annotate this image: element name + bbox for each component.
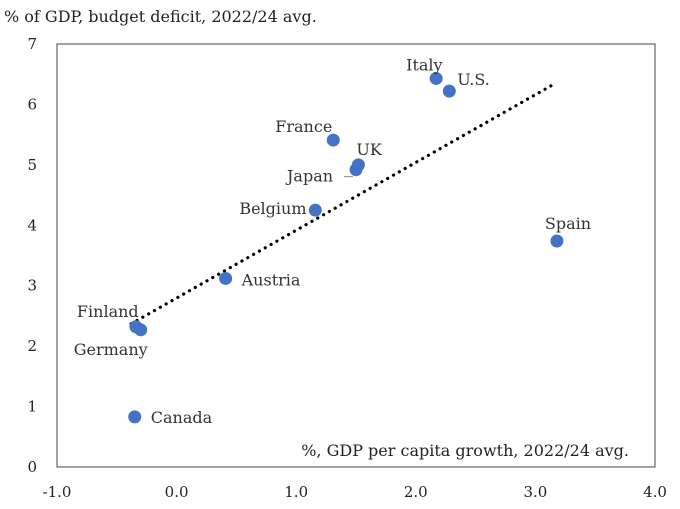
point-label: France: [275, 117, 332, 136]
point-label: Spain: [545, 214, 591, 233]
data-point-japan: [349, 163, 363, 177]
x-tick-label: -1.0: [43, 483, 72, 501]
x-axis-ticks: -1.0 0.0 1.0 2.0 3.0 4.0: [43, 483, 667, 501]
x-tick-label: 3.0: [523, 483, 547, 501]
trendline-path: [129, 82, 555, 326]
data-point-belgium: [308, 203, 322, 217]
point-label: Germany: [74, 340, 148, 359]
data-point-austria: [219, 271, 233, 285]
y-axis-ticks: 0 1 2 3 4 5 6 7: [27, 35, 37, 476]
data-point-spain: [550, 234, 564, 248]
y-tick-label: 2: [27, 337, 37, 355]
plot-frame: [56, 43, 656, 468]
y-tick-label: 5: [27, 156, 37, 174]
y-tick-label: 3: [27, 277, 37, 295]
data-points: [128, 71, 564, 424]
y-tick-label: 6: [27, 95, 37, 113]
point-label: UK: [356, 140, 382, 159]
x-tick-label: 0.0: [165, 483, 189, 501]
point-label: Belgium: [239, 199, 306, 218]
y-tick-label: 7: [27, 35, 37, 53]
data-point-italy: [429, 71, 443, 85]
point-label: U.S.: [457, 70, 490, 89]
point-label: Italy: [406, 55, 442, 74]
point-label: Finland: [77, 302, 139, 321]
point-label: Canada: [151, 408, 213, 427]
x-tick-label: 2.0: [404, 483, 428, 501]
data-point-canada: [128, 410, 142, 424]
data-point-france: [326, 133, 340, 147]
data-point-us: [442, 84, 456, 98]
x-axis-label: %, GDP per capita growth, 2022/24 avg.: [301, 441, 629, 460]
data-point-germany: [134, 323, 148, 337]
x-tick-label: 4.0: [643, 483, 667, 501]
point-label: Japan: [285, 167, 333, 186]
point-label: Austria: [241, 270, 301, 289]
y-tick-label: 4: [27, 216, 37, 234]
y-tick-label: 1: [27, 398, 37, 416]
trendline: [129, 82, 555, 326]
chart-title: % of GDP, budget deficit, 2022/24 avg.: [4, 7, 317, 26]
point-labels: Italy U.S. France UK Japan Belgium Spain Austri…: [74, 55, 591, 426]
x-tick-label: 1.0: [284, 483, 308, 501]
y-tick-label: 0: [27, 458, 37, 476]
